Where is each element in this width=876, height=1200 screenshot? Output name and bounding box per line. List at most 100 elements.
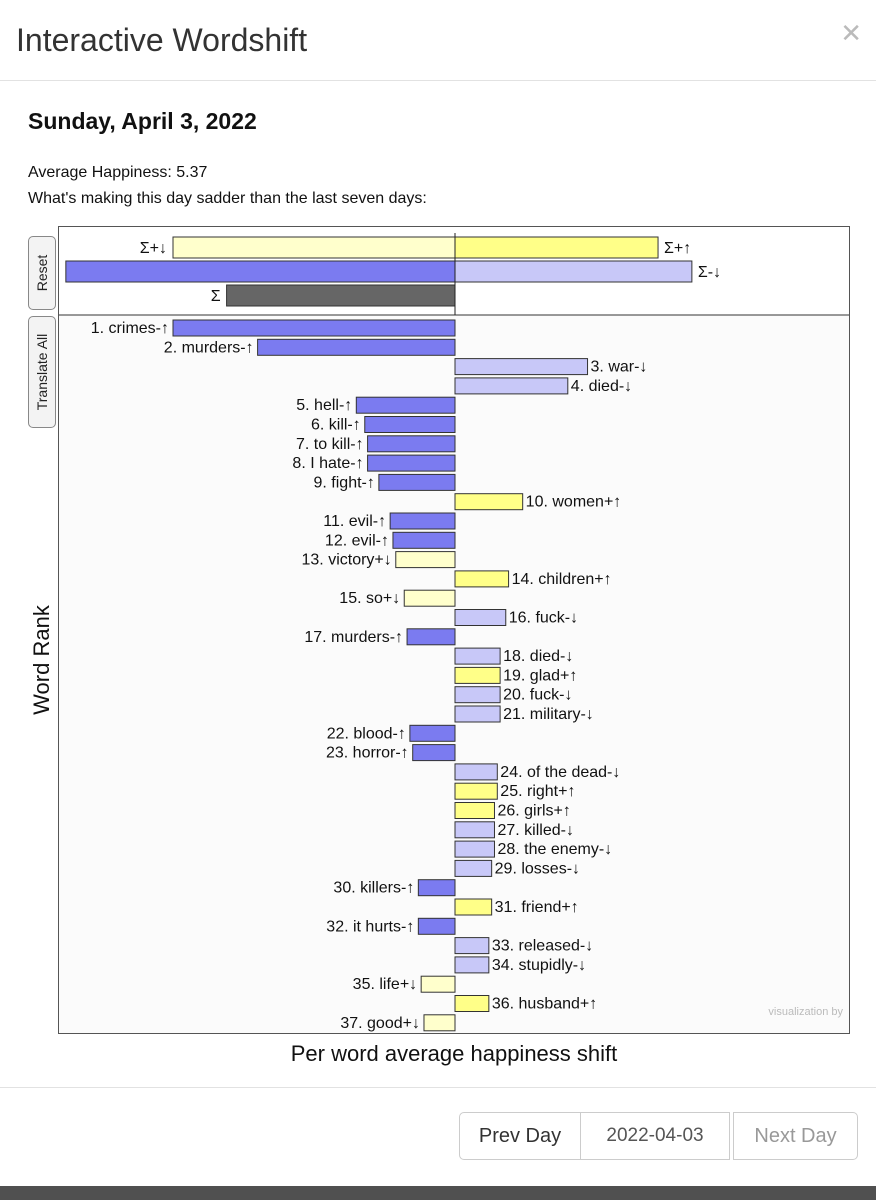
reset-label: Reset	[34, 254, 50, 292]
word-bar	[389, 512, 456, 530]
average-happiness: Average Happiness: 5.37	[28, 164, 208, 181]
word-label: 22. blood-↑	[327, 725, 406, 742]
date-heading: Sunday, April 3, 2022	[28, 108, 257, 134]
word-bar	[409, 724, 456, 742]
word-bar	[403, 589, 456, 607]
word-label: 16. fuck-↓	[509, 610, 578, 627]
word-label: 29. losses-↓	[495, 860, 580, 877]
summary-bar	[226, 284, 456, 307]
credit-text: visualization by	[768, 1006, 843, 1018]
word-bar	[355, 396, 456, 414]
word-label: 4. died-↓	[571, 378, 632, 395]
word-bar	[454, 898, 493, 916]
word-label: 30. killers-↑	[333, 880, 414, 897]
word-bar	[257, 338, 456, 356]
word-bar	[454, 937, 490, 955]
word-bar	[417, 879, 456, 897]
word-label: 7. to kill-↑	[296, 436, 364, 453]
modal-header: Interactive Wordshift ✕	[0, 0, 876, 81]
translate-all-button[interactable]: Translate All	[28, 316, 56, 428]
word-label: 27. killed-↓	[497, 822, 573, 839]
word-label: 6. kill-↑	[311, 417, 361, 434]
summary-label: Σ-↓	[698, 264, 721, 281]
word-bar	[417, 917, 456, 935]
word-label: 8. I hate-↑	[292, 455, 363, 472]
word-bar	[392, 531, 456, 549]
next-day-button[interactable]: Next Day	[733, 1112, 858, 1160]
footer-divider	[0, 1087, 876, 1088]
word-label: 21. military-↓	[503, 706, 594, 723]
word-label: 37. good+↓	[340, 1015, 420, 1032]
word-bar	[454, 377, 569, 395]
word-bar	[454, 666, 501, 684]
word-label: 33. released-↓	[492, 938, 593, 955]
word-bar	[378, 473, 456, 491]
word-bar	[364, 416, 456, 433]
word-bar	[395, 551, 456, 569]
summary-bar	[454, 260, 693, 283]
word-label: 36. husband+↑	[492, 996, 597, 1013]
chart-description: What's making this day sadder than the l…	[28, 190, 427, 207]
translate-all-label: Translate All	[34, 333, 50, 411]
word-label: 25. right+↑	[500, 783, 575, 800]
chart-svg: Σ+↓ Σ+↑ Σ-↑ Σ-↓ Σ 1. crimes-↑ 2. murders-↑ 3. w…	[59, 227, 849, 1032]
word-bar	[454, 570, 510, 588]
x-axis-label: Per word average happiness shift	[290, 1041, 618, 1066]
close-icon[interactable]: ✕	[840, 18, 862, 48]
word-bar	[406, 628, 456, 646]
word-label: 18. died-↓	[503, 648, 573, 665]
word-bar	[454, 840, 495, 858]
word-label: 31. friend+↑	[495, 899, 579, 916]
summary-label: Σ+↓	[140, 240, 167, 257]
word-label: 20. fuck-↓	[503, 687, 572, 704]
reset-button[interactable]: Reset	[28, 236, 56, 310]
summary-label: Σ+↑	[664, 240, 691, 257]
wordshift-chart: Σ+↓ Σ+↑ Σ-↑ Σ-↓ Σ 1. crimes-↑ 2. murders-↑ 3. w…	[58, 226, 850, 1034]
word-bar	[454, 705, 501, 723]
word-label: 15. so+↓	[339, 590, 400, 607]
word-label: 17. murders-↑	[304, 629, 403, 646]
word-label: 12. evil-↑	[325, 532, 389, 549]
word-label: 23. horror-↑	[326, 745, 409, 762]
word-label: 28. the enemy-↓	[497, 841, 612, 858]
word-bar	[454, 493, 524, 511]
word-bar	[454, 956, 490, 974]
word-label: 26. girls+↑	[497, 803, 570, 820]
word-label: 2. murders-↑	[164, 339, 254, 356]
word-label: 32. it hurts-↑	[326, 918, 414, 935]
modal-title: Interactive Wordshift	[16, 22, 308, 58]
word-bar	[454, 782, 498, 800]
summary-bar	[172, 236, 456, 259]
word-bar	[454, 647, 501, 665]
word-label: 34. stupidly-↓	[492, 957, 586, 974]
word-bar	[423, 1014, 456, 1032]
word-label: 13. victory+↓	[302, 552, 392, 569]
word-label: 5. hell-↑	[296, 397, 352, 414]
word-bar	[172, 319, 456, 337]
word-bar	[367, 435, 456, 453]
prev-day-button[interactable]: Prev Day	[459, 1112, 581, 1160]
word-bar	[454, 609, 507, 626]
word-bar	[454, 686, 501, 704]
word-bar	[454, 995, 490, 1012]
day-navigation: Prev Day 2022-04-03 Next Day	[459, 1112, 858, 1160]
summary-label: Σ-↑	[59, 264, 60, 281]
word-label: 10. women+↑	[526, 494, 622, 511]
word-label: 14. children+↑	[512, 571, 612, 588]
bottom-bar	[0, 1186, 876, 1200]
word-label: 24. of the dead-↓	[500, 764, 620, 781]
word-label: 3. war-↓	[591, 359, 648, 376]
word-bar	[420, 975, 456, 993]
word-label: 1. crimes-↑	[91, 320, 169, 337]
word-label: 19. glad+↑	[503, 667, 577, 684]
word-bar	[454, 821, 495, 839]
word-bar	[454, 763, 498, 781]
word-label: 9. fight-↑	[314, 474, 375, 491]
date-display: 2022-04-03	[581, 1112, 730, 1160]
summary-bar	[65, 260, 456, 283]
word-bar	[412, 744, 456, 762]
word-label: 35. life+↓	[353, 976, 417, 993]
word-bar	[454, 859, 493, 877]
word-bar	[367, 454, 456, 472]
word-label: 11. evil-↑	[323, 513, 386, 530]
